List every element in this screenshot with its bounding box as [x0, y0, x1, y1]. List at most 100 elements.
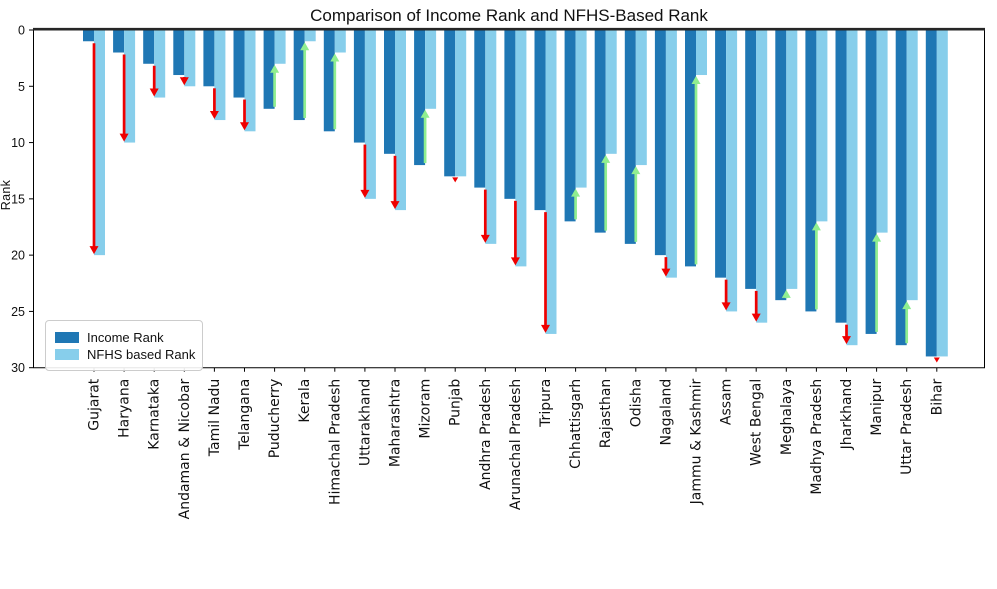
- income-bar: [624, 30, 636, 244]
- legend-swatch-income: [55, 332, 79, 343]
- income-bar: [564, 30, 576, 222]
- nfhs-bar: [395, 30, 406, 211]
- income-bar: [113, 30, 125, 53]
- no-change-marker: [452, 177, 459, 183]
- nfhs-bar: [154, 30, 166, 98]
- legend-item-nfhs: NFHS based Rank: [55, 347, 196, 362]
- x-tick-label: Karnataka: [147, 379, 163, 450]
- x-tick-label: Punjab: [448, 379, 464, 426]
- income-bar: [233, 30, 245, 98]
- x-tick-label: Uttar Pradesh: [899, 379, 915, 475]
- income-bar: [895, 30, 907, 346]
- y-tick-label: 30: [11, 361, 25, 375]
- decline-arrow-head: [842, 336, 851, 345]
- income-bar: [835, 30, 847, 323]
- legend: Income Rank NFHS based Rank: [45, 320, 203, 371]
- improve-arrow-head: [691, 76, 701, 85]
- income-bar: [203, 30, 215, 87]
- improve-arrow-head: [601, 154, 611, 163]
- no-change-marker: [933, 357, 940, 363]
- decline-arrow-head: [360, 189, 370, 198]
- x-tick-label: Telangana: [237, 379, 253, 451]
- x-tick-label: West Bengal: [749, 379, 765, 466]
- nfhs-bar: [244, 30, 256, 132]
- income-bar: [715, 30, 727, 278]
- decline-arrow-head: [209, 111, 219, 120]
- nfhs-bar: [545, 30, 557, 334]
- decline-arrow-head: [480, 234, 490, 243]
- decline-arrow-head: [119, 133, 129, 142]
- decline-arrow-head: [751, 313, 761, 322]
- x-tick-label: Uttarakhand: [357, 379, 373, 466]
- nfhs-bar: [635, 30, 647, 166]
- x-tick-label: Manipur: [869, 378, 885, 435]
- income-bar: [474, 30, 486, 188]
- decline-arrow-head: [149, 88, 159, 97]
- legend-item-income: Income Rank: [55, 330, 193, 345]
- income-bar: [504, 30, 516, 199]
- improve-arrow-head: [811, 222, 821, 231]
- x-tick-label: Tamil Nadu: [207, 379, 223, 458]
- improve-arrow-head: [631, 166, 641, 175]
- nfhs-bar: [214, 30, 226, 121]
- x-tick-label: Kerala: [297, 379, 313, 423]
- x-tick-label: Haryana: [117, 379, 133, 438]
- income-bar: [925, 30, 937, 357]
- nfhs-bar: [786, 30, 798, 289]
- x-tick-label: Rajasthan: [598, 379, 614, 449]
- nfhs-bar: [696, 30, 707, 76]
- x-tick-label: Chhattisgarh: [568, 379, 584, 469]
- nfhs-bar: [425, 30, 437, 109]
- income-bar: [444, 30, 456, 177]
- nfhs-bar: [124, 30, 136, 143]
- decline-arrow-head: [721, 302, 731, 311]
- decline-arrow-head: [510, 257, 520, 266]
- x-tick-label: Mizoram: [418, 379, 434, 439]
- x-tick-label: Andhra Pradesh: [478, 379, 494, 490]
- income-bar: [594, 30, 606, 233]
- x-tick-label: Madhya Pradesh: [809, 379, 825, 495]
- income-bar: [263, 30, 275, 109]
- income-bar: [83, 30, 94, 42]
- legend-label-nfhs: NFHS based Rank: [87, 347, 196, 362]
- income-bar: [353, 30, 365, 143]
- income-bar: [384, 30, 395, 154]
- decline-arrow-head: [240, 122, 249, 131]
- legend-label-income: Income Rank: [87, 330, 164, 345]
- nfhs-bar: [485, 30, 497, 244]
- nfhs-bar: [334, 30, 346, 53]
- income-bar: [293, 30, 305, 121]
- y-tick-label: 0: [18, 24, 25, 38]
- income-bar: [745, 30, 757, 289]
- x-tick-label: Assam: [719, 379, 735, 425]
- income-bar: [143, 30, 155, 64]
- nfhs-bar: [936, 30, 948, 357]
- nfhs-bar: [756, 30, 768, 323]
- x-tick-label: Nagaland: [658, 379, 674, 446]
- x-tick-label: Arunachal Pradesh: [508, 379, 524, 510]
- x-tick-label: Maharashtra: [388, 379, 404, 467]
- improve-arrow-head: [300, 42, 310, 51]
- improve-arrow-head: [330, 53, 340, 62]
- improve-arrow-head: [781, 289, 791, 298]
- improve-arrow-head: [571, 188, 581, 197]
- y-tick-label: 5: [18, 80, 25, 94]
- income-bar: [685, 30, 696, 267]
- nfhs-bar: [274, 30, 286, 64]
- income-bar: [775, 30, 787, 301]
- income-bar: [654, 30, 666, 256]
- improve-arrow-head: [902, 301, 912, 310]
- income-bar: [805, 30, 817, 312]
- x-tick-label: Tripura: [538, 379, 554, 428]
- legend-swatch-nfhs: [55, 349, 79, 360]
- income-bar: [414, 30, 426, 166]
- y-tick-label: 20: [11, 249, 25, 263]
- nfhs-bar: [94, 30, 105, 256]
- nfhs-bar: [455, 30, 467, 177]
- y-tick-label: 25: [11, 305, 25, 319]
- income-bar: [173, 30, 185, 76]
- x-tick-label: Odisha: [628, 379, 644, 428]
- nfhs-bar: [726, 30, 738, 312]
- decline-arrow-head: [179, 77, 189, 86]
